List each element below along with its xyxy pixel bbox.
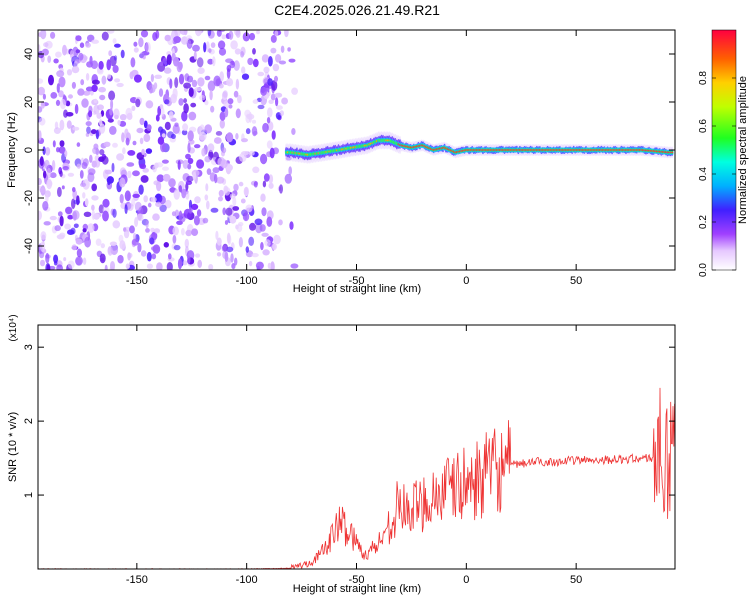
colorbar: 0.0 0.2 0.4 0.6 0.8 Normalized spectral ampl… [698,29,749,277]
snr-x-tick-label-0: -150 [126,574,148,586]
snr-x-tick-label-1: -100 [236,574,258,586]
spectrogram-y-tick-label-2: 0 [23,147,35,153]
snr-y-tick-label-0: 1 [23,492,35,498]
colorbar-tick-label-0: 0.0 [698,263,709,277]
spectrogram-x-label: Height of straight line (km) [293,283,421,295]
snr-y-tick-label-1: 2 [23,418,35,424]
colorbar-frame [711,29,737,271]
spectrogram-x-tick-label-2: -50 [349,275,365,287]
snr-x-label: Height of straight line (km) [293,583,421,595]
colorbar-gradient [712,30,736,270]
snr-axis-ticks: -150 -100 -50 0 50 1 2 3 [23,325,675,586]
spectrogram-x-tick-label-1: -100 [236,275,258,287]
snr-panel: -150 -100 -50 0 50 1 2 3 Height of straight lin… [7,314,676,595]
spectrogram-x-tick-label-4: 50 [570,275,582,287]
figure-title: C2E4.2025.026.21.49.R21 [274,2,440,18]
snr-plot-area [38,325,675,569]
colorbar-ticks: 0.0 0.2 0.4 0.6 0.8 [698,71,736,277]
snr-x-tick-label-3: 0 [463,574,469,586]
snr-x-tick-label-4: 50 [570,574,582,586]
colorbar-tick-label-3: 0.6 [698,119,709,133]
snr-x-tick-label-2: -50 [349,574,365,586]
spectrogram-y-tick-label-1: -20 [23,190,35,206]
spectrogram-y-tick-label-3: 20 [23,96,35,108]
spectrogram-panel: -150 -100 -50 0 50 -40 -20 0 20 40 Height of stra… [6,29,676,295]
spectrogram-x-tick-label-3: 0 [463,275,469,287]
snr-scale-label: (x10⁴) [8,314,19,341]
snr-y-label: SNR (10 * v/v) [7,412,19,482]
spectrogram-x-tick-label-0: -150 [126,275,148,287]
spectrogram-ridge [284,131,674,164]
colorbar-label: Normalized spectral amplitude [737,76,749,224]
spectrogram-y-tick-label-4: 40 [23,48,35,60]
snr-y-tick-label-2: 3 [23,344,35,350]
spectrogram-y-label: Frequency (Hz) [6,112,18,188]
spectrogram-axis-ticks: -150 -100 -50 0 50 -40 -20 0 20 40 [23,30,675,287]
spectrogram-y-tick-label-0: -40 [23,238,35,254]
colorbar-tick-label-2: 0.4 [698,167,709,181]
colorbar-tick-label-4: 0.8 [698,71,709,85]
snr-series-line [38,387,675,569]
colorbar-tick-label-1: 0.2 [698,215,709,229]
